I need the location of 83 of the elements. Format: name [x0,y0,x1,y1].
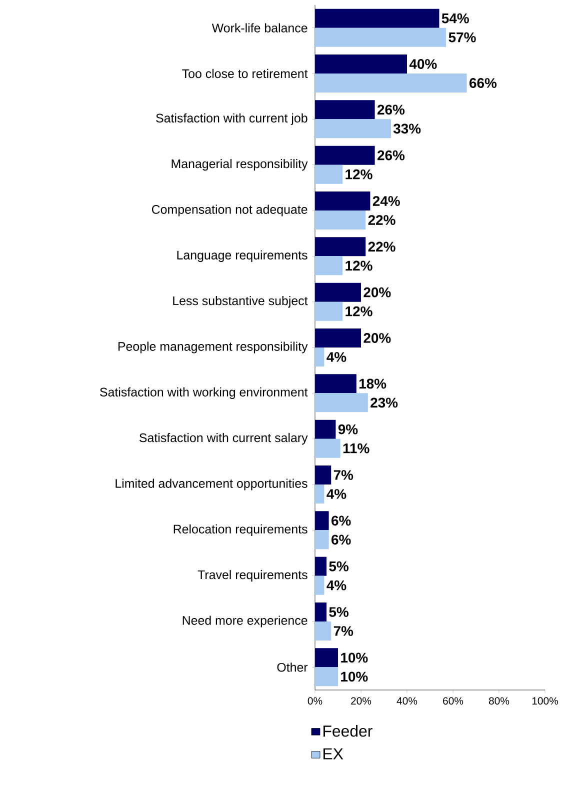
bar [315,530,329,550]
data-label: 4% [326,489,346,499]
legend-label: Feeder [323,725,372,737]
legend-label: EX [323,748,344,760]
y-tick-label: Limited advancement opportunities [116,478,308,490]
data-label: 9% [338,424,358,434]
x-tick-label: 80% [488,697,510,705]
data-label: 26% [377,104,405,115]
bar [315,100,375,120]
x-tick-label: 40% [396,697,418,705]
y-tick-label: Work-life balance [212,23,308,32]
y-tick-label: Too close to retirement [182,68,308,78]
y-tick-label: Travel requirements [198,570,308,582]
bar [315,484,324,504]
data-label: 22% [368,215,396,225]
y-tick-label: Satisfaction with current salary [139,433,308,445]
bar [315,192,370,211]
bar [315,466,332,485]
data-label: 12% [346,260,372,271]
data-label: 11% [343,443,370,454]
bar [315,556,326,576]
data-label: 7% [334,470,354,480]
y-tick-label: Other [277,662,308,672]
bar [315,576,324,595]
y-tick-label: Satisfaction with working environment [100,387,308,399]
bar [315,328,361,348]
y-tick-label: Compensation not adequate [152,204,308,216]
data-label: 12% [346,306,372,316]
x-tick-label: 0% [308,697,322,705]
data-label: 4% [326,352,346,362]
data-label: 20% [364,287,391,298]
x-tick-label: 20% [351,697,372,705]
bar [315,282,361,302]
data-label: 40% [409,59,437,69]
data-label: 10% [341,652,368,663]
data-label: 18% [359,378,386,389]
bar [315,119,391,138]
bar [315,602,326,622]
data-label: 7% [334,626,354,636]
bar [315,648,338,668]
data-label: 6% [332,516,351,526]
y-tick-label: Managerial responsibility [172,159,308,171]
data-label: 54% [442,13,469,24]
data-label: 4% [326,580,346,590]
data-label: 20% [364,333,391,343]
bar [315,210,366,230]
bar [315,146,375,165]
data-label: 24% [372,196,400,206]
data-label: 5% [329,607,348,617]
bar [315,511,329,530]
y-tick-label: Satisfaction with current job [156,113,308,125]
bar [315,374,356,394]
bar [315,8,440,28]
data-label: 5% [329,561,348,572]
bar [315,28,446,47]
y-tick-label: Language requirements [177,250,308,262]
x-tick-label: 60% [443,697,464,705]
bar [315,54,408,74]
data-label: 33% [393,124,421,134]
bar [315,74,467,92]
data-label: 23% [370,398,398,408]
bar [315,438,340,458]
bar [315,420,336,439]
bar [315,164,343,184]
data-label: 26% [377,150,405,160]
y-tick-label: Less substantive subject [173,296,308,308]
bar [315,256,343,276]
data-label: 66% [470,78,497,88]
data-label: 57% [448,32,476,42]
data-label: 22% [368,242,396,252]
y-tick-label: People management responsibility [118,342,308,354]
y-tick-label: Relocation requirements [174,524,308,536]
bar [315,348,324,367]
x-tick-label: 100% [532,697,558,705]
data-label: 10% [341,672,368,682]
data-label: 12% [346,169,372,180]
bar [315,393,368,412]
bar [315,237,366,256]
bar [315,302,343,321]
bar [315,667,338,686]
bar [315,622,332,641]
data-label: 6% [332,534,351,545]
y-tick-label: Need more experience [182,616,308,628]
